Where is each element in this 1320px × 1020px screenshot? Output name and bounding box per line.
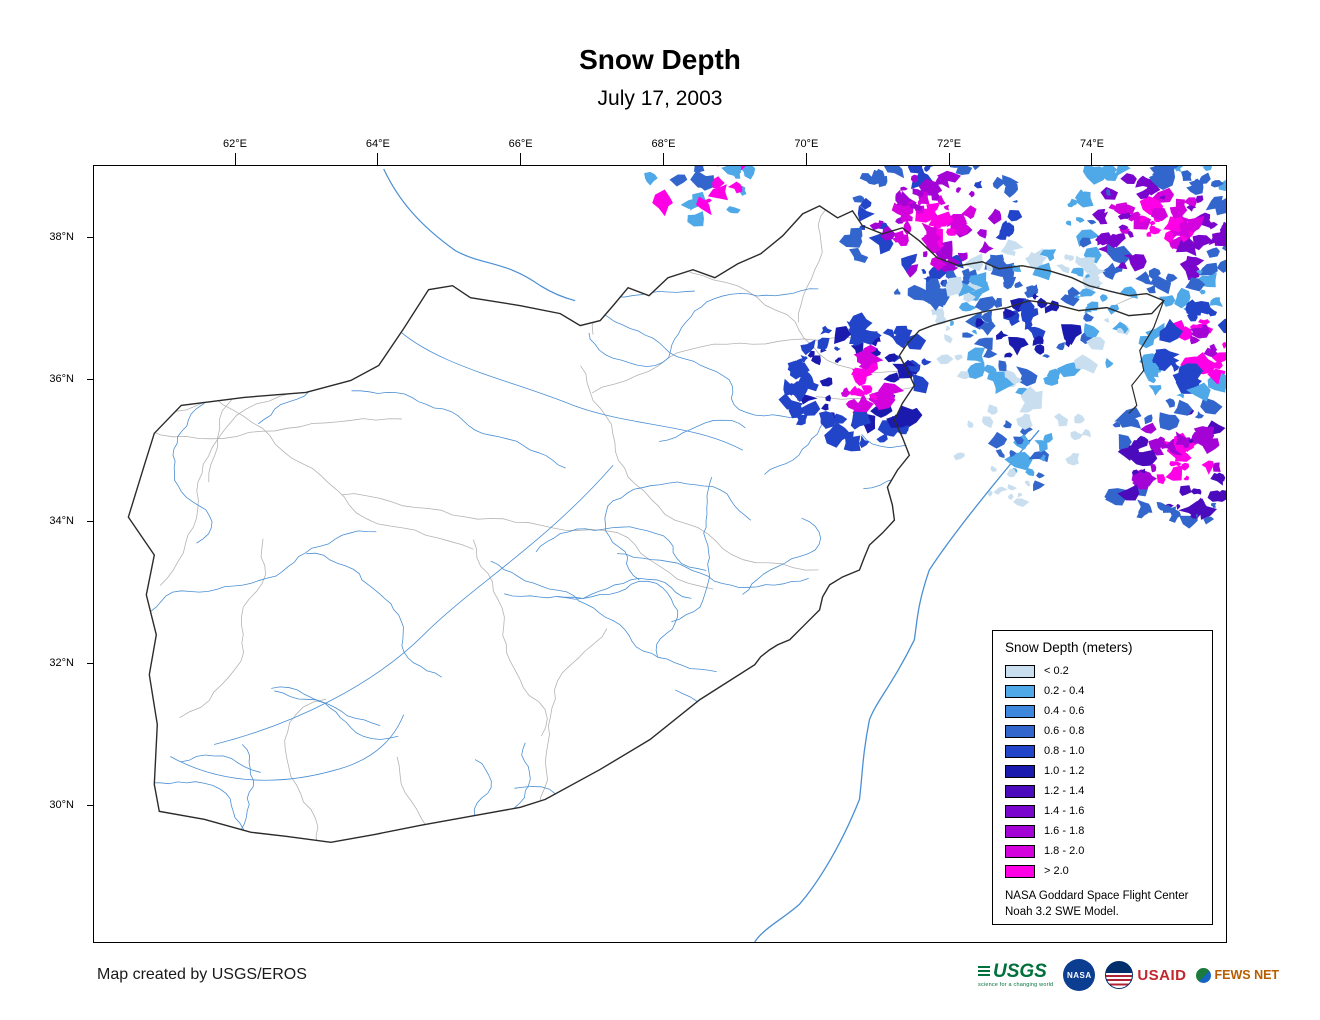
nasa-logo: NASA: [1063, 959, 1096, 991]
legend-item: 0.6 - 0.8: [1005, 721, 1200, 741]
legend-swatch: [1005, 724, 1035, 738]
legend-swatch: [1005, 664, 1035, 678]
legend-swatch: [1005, 704, 1035, 718]
usgs-wave-icon: [978, 965, 990, 977]
longitude-tick-label: 74°E: [1079, 138, 1104, 150]
legend-item: 0.8 - 1.0: [1005, 741, 1200, 761]
legend-label: < 0.2: [1044, 665, 1069, 677]
latitude-tick-label: 36°N: [49, 373, 74, 385]
longitude-axis: 62°E 64°E 66°E 68°E 70°E 72°E 74°E: [223, 138, 1104, 167]
legend-swatch: [1005, 784, 1035, 798]
page-subtitle-date: July 17, 2003: [597, 87, 723, 110]
longitude-tick-label: 72°E: [937, 138, 962, 150]
legend-attribution-line: Noah 3.2 SWE Model.: [1005, 905, 1119, 918]
usgs-logo-text: USGS: [993, 960, 1047, 982]
legend-item: 1.6 - 1.8: [1005, 821, 1200, 841]
tick-mark: [234, 153, 236, 167]
usaid-logo: USAID: [1105, 961, 1186, 989]
legend-item: 1.4 - 1.6: [1005, 801, 1200, 821]
legend-swatch: [1005, 804, 1035, 818]
fewsnet-logo-text: FEWS NET: [1214, 968, 1280, 982]
page-title: Snow Depth: [579, 44, 741, 75]
legend-item: 1.0 - 1.2: [1005, 761, 1200, 781]
legend-label: 0.4 - 0.6: [1044, 705, 1085, 717]
map-canvas: [127, 166, 1226, 942]
latitude-axis: 38°N 36°N 34°N 32°N 30°N: [30, 231, 100, 811]
legend-swatch: [1005, 844, 1035, 858]
latitude-tick-label: 30°N: [49, 799, 74, 811]
tick-mark: [948, 153, 950, 167]
country-border: [127, 205, 1165, 843]
legend-swatch: [1005, 684, 1035, 698]
fewsnet-globe-icon: [1196, 967, 1212, 983]
usgs-logo: USGS science for a changing world: [978, 962, 1053, 989]
indus-river: [754, 429, 1040, 942]
nasa-logo-text: NASA: [1066, 970, 1092, 980]
legend-title: Snow Depth (meters): [1005, 640, 1133, 655]
legend-swatch: [1005, 764, 1035, 778]
legend-item: < 0.2: [1005, 661, 1200, 681]
longitude-tick-label: 70°E: [794, 138, 819, 150]
legend-label: > 2.0: [1044, 865, 1069, 877]
legend-item: 0.4 - 0.6: [1005, 701, 1200, 721]
legend: Snow Depth (meters) < 0.2 0.2 - 0.4 0.4 …: [992, 630, 1213, 925]
tick-mark: [662, 153, 664, 167]
legend-label: 1.6 - 1.8: [1044, 825, 1085, 837]
longitude-tick-label: 62°E: [223, 138, 247, 150]
tick-mark: [377, 153, 379, 167]
tick-mark: [1091, 153, 1093, 167]
legend-item: > 2.0: [1005, 861, 1200, 881]
longitude-tick-label: 68°E: [651, 138, 676, 150]
map-credit: Map created by USGS/EROS: [97, 966, 307, 983]
legend-item: 1.8 - 2.0: [1005, 841, 1200, 861]
longitude-tick-label: 66°E: [508, 138, 533, 150]
usgs-tagline: science for a changing world: [978, 981, 1054, 988]
fewsnet-logo: FEWS NET: [1196, 967, 1280, 983]
legend-label: 1.8 - 2.0: [1044, 845, 1085, 857]
amu-darya-river: [383, 168, 576, 302]
legend-label: 0.2 - 0.4: [1044, 685, 1085, 697]
usaid-logo-text: USAID: [1137, 966, 1187, 984]
legend-label: 1.4 - 1.6: [1044, 805, 1085, 817]
latitude-tick-label: 34°N: [49, 515, 74, 527]
legend-rows: < 0.2 0.2 - 0.4 0.4 - 0.6 0.6 - 0.8 0.8 …: [1005, 661, 1200, 881]
snow-cover-layer: [644, 166, 1226, 529]
legend-attribution: NASA Goddard Space Flight Center Noah 3.…: [1005, 889, 1200, 920]
neighbor-border-line: [1128, 300, 1165, 414]
tick-mark: [805, 153, 807, 167]
legend-label: 0.8 - 1.0: [1044, 745, 1085, 757]
legend-item: 1.2 - 1.4: [1005, 781, 1200, 801]
longitude-tick-label: 64°E: [365, 138, 390, 150]
legend-attribution-line: NASA Goddard Space Flight Center: [1005, 890, 1189, 902]
legend-item: 0.2 - 0.4: [1005, 681, 1200, 701]
legend-label: 1.0 - 1.2: [1044, 765, 1085, 777]
usaid-emblem-icon: [1105, 961, 1134, 989]
partner-logos: USGS science for a changing world NASA U…: [978, 955, 1279, 995]
legend-label: 1.2 - 1.4: [1044, 785, 1085, 797]
latitude-tick-label: 38°N: [49, 231, 74, 243]
legend-swatch: [1005, 864, 1035, 878]
legend-label: 0.6 - 0.8: [1044, 725, 1085, 737]
legend-swatch: [1005, 824, 1035, 838]
latitude-tick-label: 32°N: [49, 657, 74, 669]
external-features-layer: [383, 168, 1040, 942]
tick-mark: [520, 153, 522, 167]
legend-swatch: [1005, 744, 1035, 758]
